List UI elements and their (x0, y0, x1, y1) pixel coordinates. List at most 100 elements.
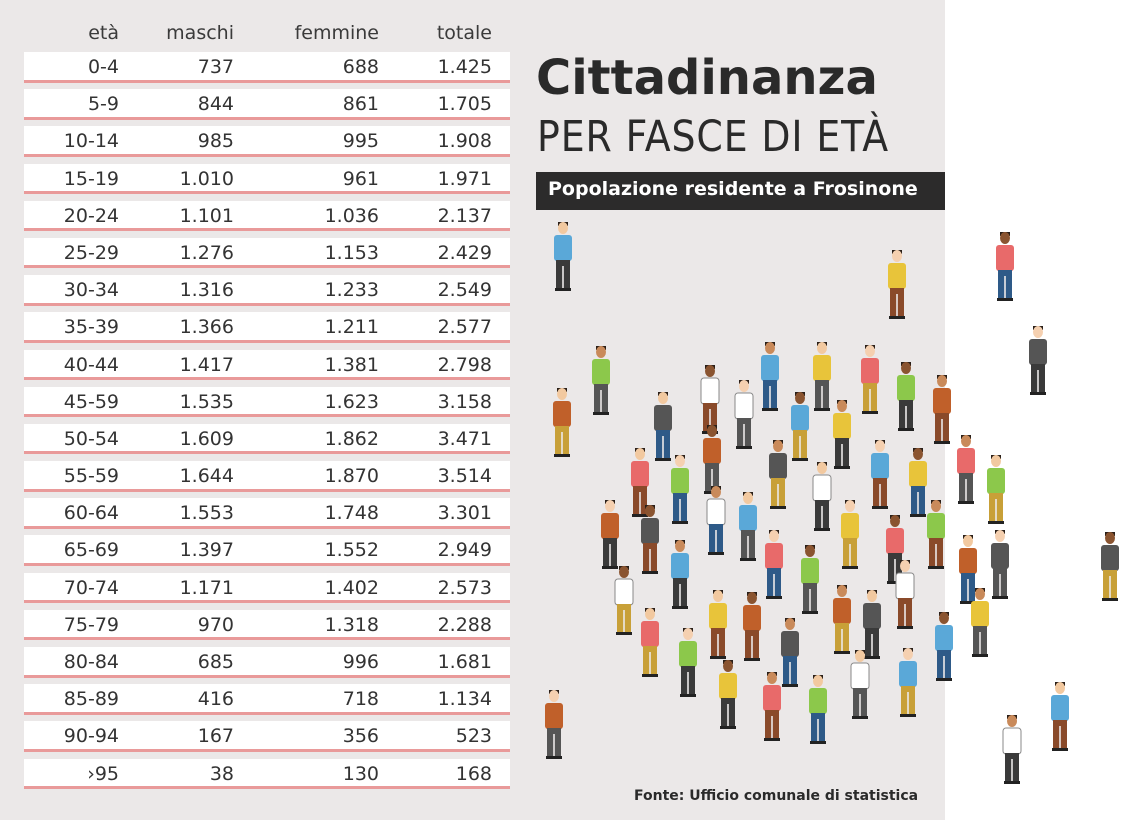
table-row: 15-19 1.010 961 1.971 (24, 163, 510, 195)
cell-totale: 1.134 (437, 688, 492, 711)
cell-femmine: 995 (342, 130, 379, 153)
person-figure (850, 650, 870, 719)
header-eta: età (88, 22, 119, 44)
person-figure (761, 342, 779, 411)
cell-femmine: 1.748 (324, 502, 379, 525)
cell-maschi: 1.010 (179, 167, 234, 190)
cell-maschi: 1.316 (179, 279, 234, 302)
person-figure (833, 585, 851, 654)
cell-totale: 3.471 (437, 427, 492, 450)
person-figure (614, 566, 634, 635)
cell-maschi: 1.609 (179, 427, 234, 450)
table-row: 0-4 737 688 1.425 (24, 52, 510, 83)
person-figure (1002, 715, 1022, 784)
table-row: 20-24 1.101 1.036 2.137 (24, 200, 510, 232)
person-figure (671, 455, 689, 524)
age-table: età maschi femmine totale 0-4 737 688 1.425… (24, 0, 510, 796)
cell-eta: 65-69 (63, 539, 119, 562)
cell-eta: ›95 (87, 762, 119, 785)
person-figure (641, 608, 659, 677)
table-row: 40-44 1.417 1.381 2.798 (24, 349, 510, 380)
cell-femmine: 1.552 (324, 539, 379, 562)
cell-femmine: 1.233 (324, 279, 379, 302)
cell-maschi: 416 (197, 688, 234, 711)
person-figure (971, 588, 989, 657)
person-figure (933, 375, 951, 444)
cell-totale: 3.301 (437, 502, 492, 525)
cell-femmine: 718 (342, 688, 379, 711)
cell-maschi: 1.553 (179, 502, 234, 525)
person-figure (700, 365, 720, 434)
cell-eta: 40-44 (63, 353, 119, 376)
table-row: 80-84 685 996 1.681 (24, 647, 510, 678)
page-title: Cittadinanza (536, 50, 878, 106)
cell-totale: 1.425 (437, 56, 492, 78)
person-figure (679, 628, 697, 697)
person-figure (888, 250, 906, 319)
cell-femmine: 861 (342, 93, 379, 116)
cell-maschi: 1.101 (179, 204, 234, 227)
cell-femmine: 1.381 (324, 353, 379, 376)
cell-totale: 3.514 (437, 465, 492, 488)
cell-eta: 15-19 (63, 167, 119, 190)
person-figure (781, 618, 799, 687)
table-row: 10-14 985 995 1.908 (24, 126, 510, 157)
person-figure (592, 346, 610, 415)
table-row: 5-9 844 861 1.705 (24, 89, 510, 120)
cell-totale: 2.577 (437, 316, 492, 339)
cell-femmine: 1.862 (324, 427, 379, 450)
person-figure (809, 675, 827, 744)
band-text: Popolazione residente a Frosinone (548, 178, 918, 200)
header-maschi: maschi (166, 22, 234, 44)
cell-eta: 25-29 (63, 241, 119, 264)
cell-femmine: 130 (342, 762, 379, 785)
table-row: 25-29 1.276 1.153 2.429 (24, 237, 510, 269)
person-figure (841, 500, 859, 569)
cell-totale: 3.158 (437, 390, 492, 413)
cell-totale: 2.549 (437, 279, 492, 302)
cell-femmine: 1.623 (324, 390, 379, 413)
cell-eta: 60-64 (63, 502, 119, 525)
person-figure (813, 342, 831, 411)
cell-eta: 85-89 (63, 688, 119, 711)
person-figure (554, 222, 572, 291)
person-figure (1051, 682, 1069, 751)
cell-femmine: 1.036 (324, 204, 379, 227)
cell-femmine: 688 (342, 56, 379, 78)
cell-eta: 50-54 (63, 427, 119, 450)
cell-totale: 2.949 (437, 539, 492, 562)
table-row: 55-59 1.644 1.870 3.514 (24, 461, 510, 492)
cell-totale: 1.908 (437, 130, 492, 153)
person-figure (545, 690, 563, 759)
person-figure (763, 672, 781, 741)
cell-maschi: 737 (197, 56, 234, 78)
person-figure (927, 500, 945, 569)
person-figure (719, 660, 737, 729)
table-row: ›95 38 130 168 (24, 758, 510, 790)
cell-femmine: 961 (342, 167, 379, 190)
person-figure (801, 545, 819, 614)
cell-femmine: 1.870 (324, 465, 379, 488)
person-figure (631, 448, 649, 517)
cell-eta: 75-79 (63, 613, 119, 636)
person-figure (601, 500, 619, 569)
person-figure (739, 492, 757, 561)
header-totale: totale (436, 22, 492, 44)
person-figure (709, 590, 727, 659)
table-row: 45-59 1.535 1.623 3.158 (24, 386, 510, 418)
person-figure (861, 345, 879, 414)
person-figure (703, 425, 721, 494)
cell-femmine: 1.211 (324, 316, 379, 339)
cell-eta: 20-24 (63, 204, 119, 227)
cell-eta: 55-59 (63, 465, 119, 488)
cell-maschi: 1.535 (179, 390, 234, 413)
person-figure (863, 590, 881, 659)
cell-eta: 30-34 (63, 279, 119, 302)
cell-femmine: 356 (342, 725, 379, 748)
subtitle-band: Popolazione residente a Frosinone (536, 172, 945, 210)
cell-totale: 2.573 (437, 576, 492, 599)
cell-maschi: 1.366 (179, 316, 234, 339)
person-figure (1101, 532, 1119, 601)
person-figure (871, 440, 889, 509)
